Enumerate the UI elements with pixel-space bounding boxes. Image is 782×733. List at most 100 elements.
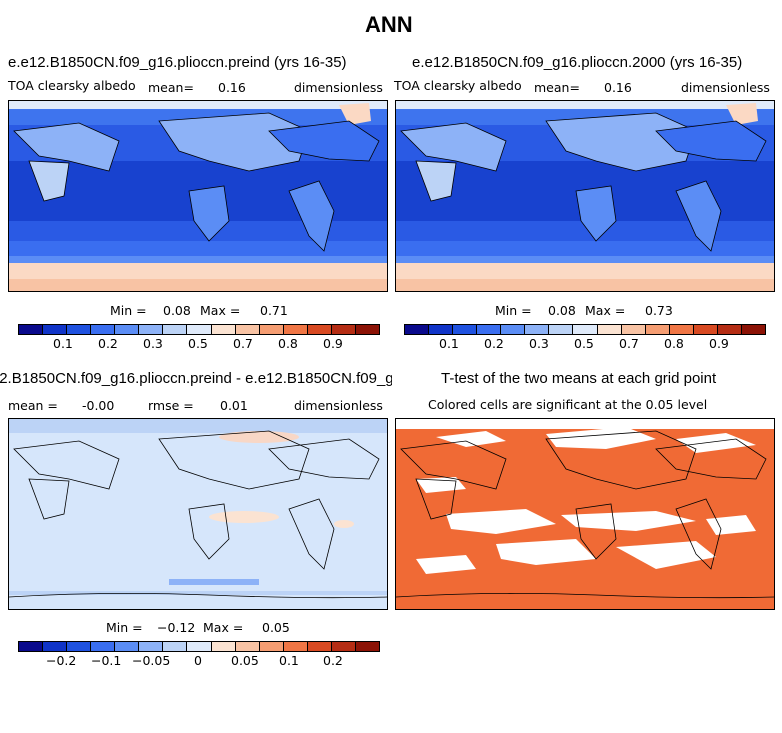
panel-3-colorbar-tick: 0.2 [323, 653, 343, 668]
panel-3-colorbar-tick: −0.05 [132, 653, 171, 668]
panel-2-max-value: 0.73 [645, 303, 673, 318]
panel-3-rmse-value: 0.01 [220, 398, 248, 413]
panel-3-map [8, 418, 388, 610]
panel-3-colorbar [18, 641, 380, 652]
panel-1-colorbar [18, 324, 380, 335]
significance-map [396, 419, 774, 609]
colorbar-swatch [211, 642, 236, 651]
panel-3-title-clip: e.e12.B1850CN.f09_g16.plioccn.preind - e… [0, 370, 392, 390]
colorbar-swatch [139, 642, 164, 651]
colorbar-swatch [115, 325, 140, 334]
colorbar-swatch [693, 325, 718, 334]
colorbar-swatch [19, 642, 44, 651]
panel-1-colorbar-tick: 0.5 [188, 336, 208, 351]
panel-1-min-value: 0.08 [163, 303, 191, 318]
colorbar-swatch [43, 642, 68, 651]
panel-2-title: e.e12.B1850CN.f09_g16.plioccn.2000 (yrs … [412, 54, 743, 71]
colorbar-swatch [19, 325, 44, 334]
panel-1-colorbar-tick: 0.1 [53, 336, 73, 351]
panel-1-colorbar-tick: 0.9 [323, 336, 343, 351]
panel-2-max-label: Max = [585, 303, 626, 318]
colorbar-swatch [525, 325, 550, 334]
colorbar-swatch [211, 325, 236, 334]
panel-2-colorbar-tick: 0.9 [709, 336, 729, 351]
albedo-map-preind [9, 101, 387, 291]
panel-2-map [395, 100, 775, 292]
panel-1-map [8, 100, 388, 292]
albedo-difference-map [9, 419, 387, 609]
colorbar-swatch [163, 325, 188, 334]
colorbar-swatch [717, 325, 742, 334]
panel-3-units: dimensionless [294, 398, 383, 413]
panel-2-colorbar-tick: 0.5 [574, 336, 594, 351]
colorbar-swatch [259, 642, 284, 651]
panel-3-min-value: −0.12 [157, 620, 196, 635]
albedo-map-2000 [396, 101, 774, 291]
colorbar-swatch [741, 325, 765, 334]
colorbar-swatch [621, 325, 646, 334]
colorbar-swatch [283, 642, 308, 651]
panel-2-colorbar-tick: 0.2 [484, 336, 504, 351]
panel-1-variable-label: TOA clearsky albedo [8, 78, 136, 93]
panel-4-title: T-test of the two means at each grid poi… [441, 370, 717, 387]
colorbar-swatch [573, 325, 598, 334]
panel-3-colorbar-tick: 0.05 [231, 653, 259, 668]
colorbar-swatch [43, 325, 68, 334]
panel-2-colorbar-tick: 0.3 [529, 336, 549, 351]
panel-2-mean-value: 0.16 [604, 80, 632, 95]
colorbar-swatch [91, 642, 116, 651]
panel-1-mean-label: mean= [148, 80, 194, 95]
panel-1-colorbar-tick: 0.3 [143, 336, 163, 351]
panel-2-mean-label: mean= [534, 80, 580, 95]
colorbar-swatch [331, 642, 356, 651]
panel-2-colorbar-tick: 0.8 [664, 336, 684, 351]
colorbar-swatch [283, 325, 308, 334]
colorbar-swatch [355, 642, 379, 651]
colorbar-swatch [163, 642, 188, 651]
colorbar-swatch [669, 325, 694, 334]
colorbar-swatch [307, 642, 332, 651]
panel-3-colorbar-tick: −0.1 [91, 653, 122, 668]
colorbar-swatch [597, 325, 622, 334]
panel-3-rmse-label: rmse = [148, 398, 194, 413]
colorbar-swatch [67, 325, 92, 334]
colorbar-swatch [235, 642, 260, 651]
panel-3-colorbar-tick: 0 [194, 653, 202, 668]
colorbar-swatch [331, 325, 356, 334]
panel-3-min-label: Min = [106, 620, 143, 635]
panel-1-title: e.e12.B1850CN.f09_g16.plioccn.preind (yr… [8, 54, 347, 71]
colorbar-swatch [453, 325, 478, 334]
colorbar-swatch [429, 325, 454, 334]
colorbar-swatch [115, 642, 140, 651]
colorbar-swatch [355, 325, 379, 334]
panel-3-colorbar-tick: 0.1 [279, 653, 299, 668]
panel-3-mean-value: -0.00 [82, 398, 115, 413]
panel-1-min-label: Min = [110, 303, 147, 318]
colorbar-swatch [67, 642, 92, 651]
colorbar-swatch [187, 325, 212, 334]
colorbar-swatch [405, 325, 430, 334]
colorbar-swatch [91, 325, 116, 334]
panel-2-min-label: Min = [495, 303, 532, 318]
colorbar-swatch [501, 325, 526, 334]
panel-2-colorbar-tick: 0.7 [619, 336, 639, 351]
colorbar-swatch [187, 642, 212, 651]
colorbar-swatch [259, 325, 284, 334]
colorbar-swatch [307, 325, 332, 334]
panel-2-colorbar-tick: 0.1 [439, 336, 459, 351]
panel-1-units: dimensionless [294, 80, 383, 95]
colorbar-swatch [139, 325, 164, 334]
panel-3-colorbar-tick: −0.2 [46, 653, 77, 668]
panel-4-subtitle: Colored cells are significant at the 0.0… [428, 397, 708, 412]
panel-1-mean-value: 0.16 [218, 80, 246, 95]
panel-4-map [395, 418, 775, 610]
panel-1-max-label: Max = [200, 303, 241, 318]
panel-1-colorbar-tick: 0.7 [233, 336, 253, 351]
panel-3-mean-label: mean = [8, 398, 58, 413]
panel-3-max-value: 0.05 [262, 620, 290, 635]
colorbar-swatch [645, 325, 670, 334]
panel-3-title: e.e12.B1850CN.f09_g16.plioccn.preind - e… [0, 370, 392, 387]
colorbar-swatch [549, 325, 574, 334]
panel-2-colorbar [404, 324, 766, 335]
panel-2-min-value: 0.08 [548, 303, 576, 318]
